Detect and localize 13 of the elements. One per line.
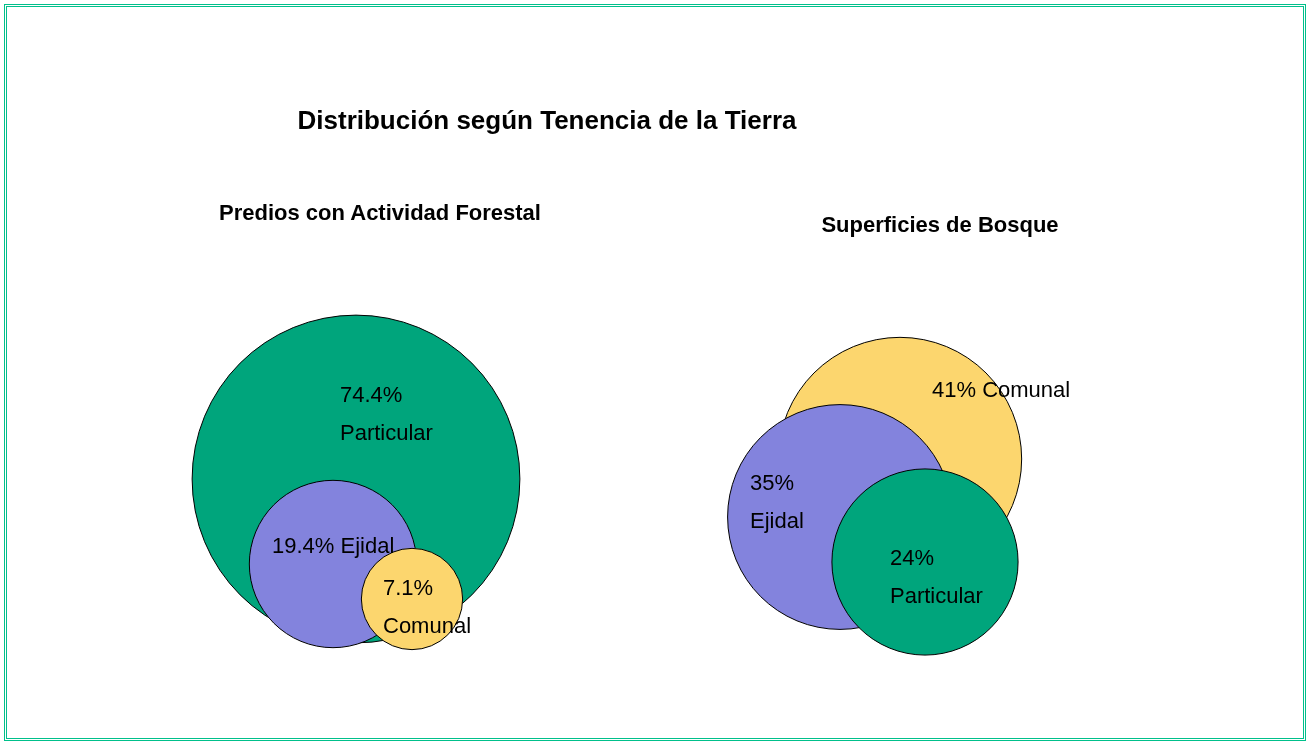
text: Superficies de Bosque — [820, 212, 1060, 238]
data-label: 74.4% — [340, 382, 403, 408]
data-label: 19.4% — [272, 533, 335, 559]
category-label: Particular — [340, 420, 433, 446]
data-label: 7.1% — [383, 575, 434, 601]
data-label: 35% — [750, 470, 795, 496]
text: Predios con Actividad Forestal — [218, 200, 542, 226]
category-label: Ejidal — [340, 533, 395, 559]
data-label: 24% — [890, 545, 935, 571]
category-label: Ejidal — [750, 508, 804, 534]
text: Distribución según Tenencia de la Tierra — [296, 105, 798, 136]
data-label: 41% — [932, 377, 977, 403]
category-label: Particular — [890, 583, 983, 609]
